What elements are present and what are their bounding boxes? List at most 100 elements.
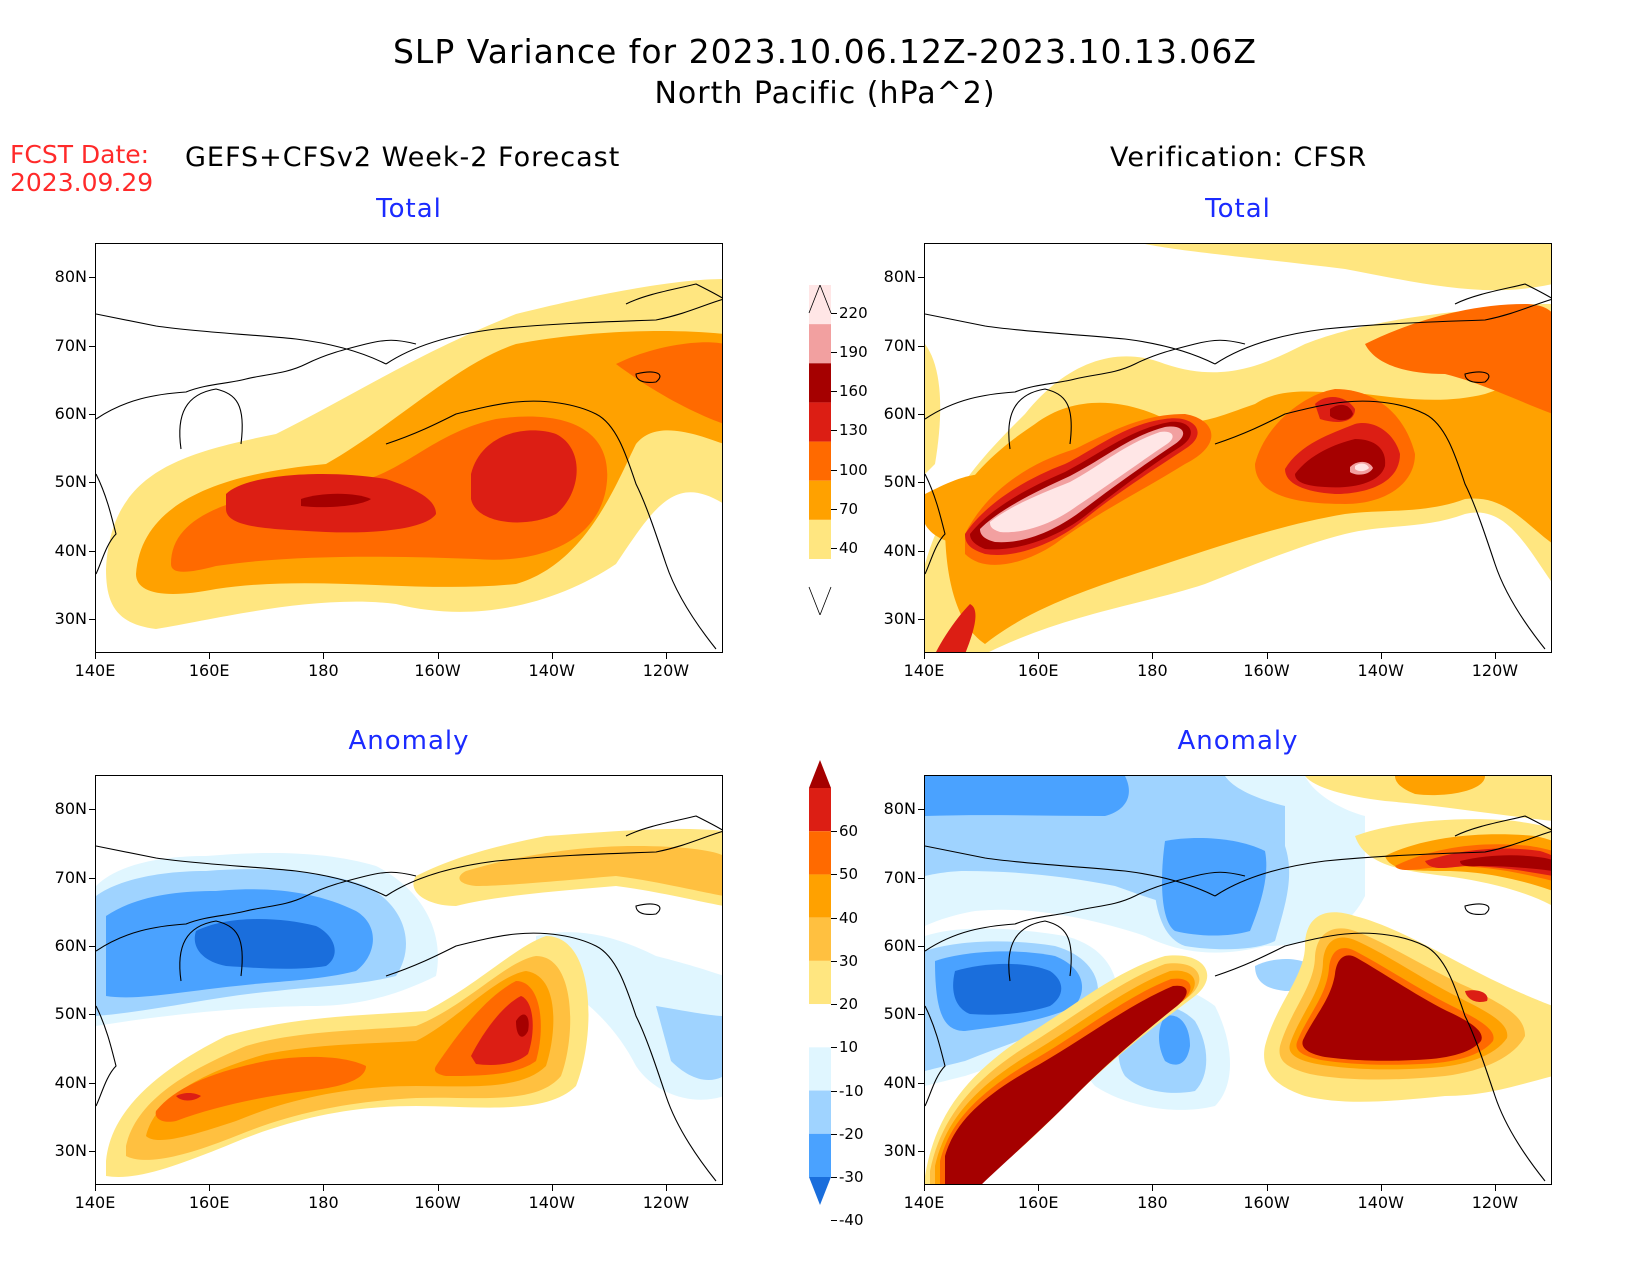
colorbar-swatch: [809, 1047, 831, 1091]
lat-tick-label: 80N: [54, 267, 87, 287]
colorbar-label: 220: [839, 304, 868, 322]
lat-tick-mark: [918, 277, 924, 279]
forecast-total-coastlines: [96, 283, 722, 650]
lat-tick-label: 60N: [883, 935, 916, 955]
forecast-total-title: Total: [376, 194, 442, 224]
fcst-date-value: 2023.09.29: [10, 168, 154, 197]
lat-tick-mark: [918, 877, 924, 879]
lat-tick-label: 50N: [883, 1004, 916, 1024]
lat-tick-mark: [89, 809, 95, 811]
lon-tick-label: 120W: [1471, 661, 1519, 680]
verification-column-header: Verification: CFSR: [1110, 142, 1368, 173]
anomaly-colorbar: [805, 760, 835, 1205]
lat-tick-label: 30N: [883, 1140, 916, 1160]
colorbar-label: -20: [839, 1124, 864, 1143]
verify-total-map: [924, 243, 1552, 653]
lon-tick-label: 140W: [528, 661, 575, 680]
lat-tick-label: 70N: [54, 335, 87, 355]
colorbar-label: -40: [839, 1211, 864, 1230]
lat-tick-mark: [918, 1150, 924, 1152]
lon-tick-mark: [323, 1185, 325, 1191]
fcst-date-label: FCST Date:: [10, 140, 150, 169]
colorbar-label: 130: [839, 421, 868, 440]
lat-tick-label: 40N: [883, 540, 916, 560]
lon-tick-label: 140W: [528, 1193, 575, 1212]
main-title: SLP Variance for 2023.10.06.12Z-2023.10.…: [392, 32, 1258, 71]
colorbar-label: -10: [839, 1081, 864, 1100]
colorbar-swatch: [809, 324, 831, 364]
colorbar-tick: [831, 1047, 837, 1049]
colorbar-label: 70: [839, 499, 859, 518]
lon-tick-mark: [209, 653, 211, 659]
lat-tick-label: 70N: [54, 867, 87, 887]
lon-tick-label: 160W: [1243, 661, 1290, 680]
lon-tick-mark: [1494, 1185, 1496, 1191]
lat-tick-mark: [89, 482, 95, 484]
lon-tick-mark: [551, 653, 553, 659]
lat-tick-label: 50N: [54, 1004, 87, 1024]
lat-tick-label: 80N: [54, 799, 87, 819]
colorbar-tick: [831, 960, 837, 962]
colorbar-label: 10: [839, 1038, 859, 1057]
colorbar-tick: [831, 874, 837, 876]
lon-tick-label: 140W: [1357, 661, 1404, 680]
lon-tick-mark: [1038, 1185, 1040, 1191]
lat-tick-label: 60N: [54, 403, 87, 423]
lon-tick-label: 160W: [414, 1193, 461, 1212]
lon-tick-label: 180: [308, 1193, 339, 1212]
lat-tick-label: 40N: [54, 540, 87, 560]
colorbar-label: 50: [839, 865, 859, 884]
forecast-anomaly-coastlines: [96, 815, 722, 1182]
colorbar-swatch: [809, 874, 831, 918]
colorbar-label: 30: [839, 951, 859, 970]
lat-tick-mark: [918, 1082, 924, 1084]
lat-tick-mark: [89, 413, 95, 415]
colorbar-label: 60: [839, 822, 859, 841]
lon-tick-label: 160W: [1243, 1193, 1290, 1212]
lat-tick-mark: [89, 550, 95, 552]
lon-tick-mark: [551, 1185, 553, 1191]
lon-tick-label: 160E: [1017, 661, 1059, 680]
lat-tick-label: 40N: [883, 1072, 916, 1092]
colorbar-tick: [831, 469, 837, 471]
colorbar-label: 20: [839, 995, 859, 1014]
lon-tick-label: 140E: [74, 661, 116, 680]
colorbar-swatch: [809, 441, 831, 481]
verify-anomaly-coastlines: [925, 815, 1551, 1182]
lat-tick-mark: [918, 345, 924, 347]
lat-tick-mark: [918, 809, 924, 811]
main-subtitle: North Pacific (hPa^2): [654, 76, 996, 111]
lon-tick-mark: [665, 653, 667, 659]
colorbar-swatch: [809, 788, 831, 832]
colorbar-label: 100: [839, 460, 868, 479]
colorbar-tick: [831, 831, 837, 833]
colorbar-swatch: [809, 402, 831, 442]
colorbar-tick: [831, 430, 837, 432]
lon-tick-label: 160E: [1017, 1193, 1059, 1212]
lat-tick-mark: [918, 550, 924, 552]
lon-tick-mark: [924, 653, 925, 659]
verify-anomaly-shading: [925, 776, 1551, 1184]
lon-tick-label: 180: [1137, 1193, 1168, 1212]
lat-tick-mark: [89, 345, 95, 347]
colorbar-swatch: [809, 960, 831, 1005]
colorbar-tick: [831, 1133, 837, 1135]
lat-tick-mark: [918, 1014, 924, 1016]
forecast-anomaly-shading: [96, 828, 722, 1177]
lon-tick-label: 120W: [1471, 1193, 1519, 1212]
colorbar-swatch: [809, 363, 831, 403]
colorbar-label: 190: [839, 343, 868, 362]
forecast-anomaly-map: [95, 775, 723, 1185]
lat-tick-label: 60N: [54, 935, 87, 955]
colorbar-label: 40: [839, 908, 859, 927]
lon-tick-mark: [1494, 653, 1496, 659]
lat-tick-mark: [918, 413, 924, 415]
lon-tick-label: 140W: [1357, 1193, 1404, 1212]
colorbar-tick: [831, 547, 837, 549]
colorbar-swatch: [809, 760, 831, 788]
colorbar-swatch: [809, 1004, 831, 1048]
lat-tick-mark: [89, 877, 95, 879]
lat-tick-label: 80N: [883, 267, 916, 287]
verify-anomaly-map: [924, 775, 1552, 1185]
forecast-total-map: [95, 243, 723, 653]
